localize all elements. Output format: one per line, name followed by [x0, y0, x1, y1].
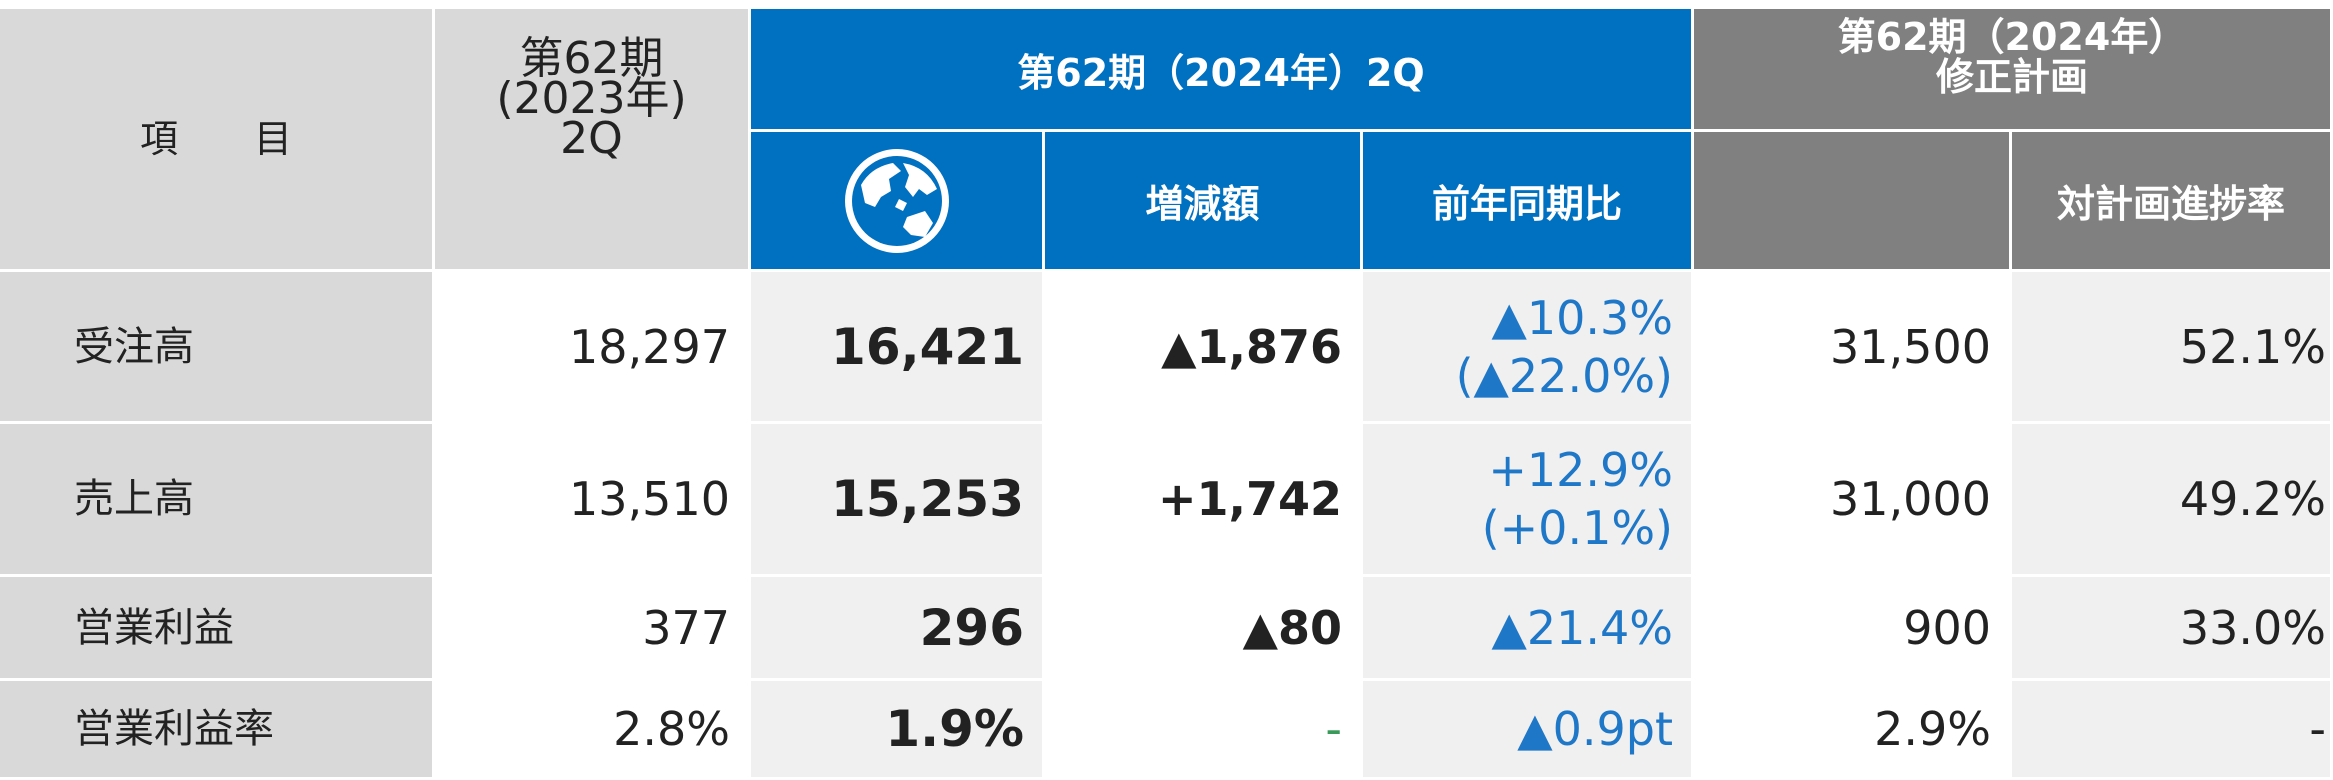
cell-text: (+0.1%) — [1481, 501, 1673, 555]
header-text: 第62期（2024年） — [1837, 15, 2187, 59]
header-plan-blank — [1694, 132, 2012, 272]
cell-yoy: ▲10.3% (▲22.0%) — [1363, 272, 1694, 424]
cell-item: 受注高 — [0, 272, 435, 424]
cell-current: 16,421 — [751, 272, 1045, 424]
cell-progress: - — [2012, 681, 2333, 780]
cell-text: 15,253 — [831, 470, 1024, 528]
cell-text: 900 — [1903, 600, 1991, 655]
cell-text: 16,421 — [831, 317, 1024, 376]
cell-text: 377 — [642, 600, 730, 655]
cell-yoy: +12.9% (+0.1%) — [1363, 424, 1694, 577]
header-text: 対計画進捗率 — [2056, 182, 2285, 226]
cell-text: - — [1325, 702, 1342, 756]
cell-text: 2.8% — [613, 702, 730, 756]
cell-text: 売上高 — [74, 476, 194, 522]
cell-text: ▲21.4% — [1491, 600, 1673, 655]
cell-change: ▲80 — [1045, 577, 1363, 681]
header-prev: 第62期 (2023年) 2Q — [435, 9, 751, 272]
header-text: 増減額 — [1145, 182, 1260, 226]
cell-item: 営業利益率 — [0, 681, 435, 780]
cell-text: ▲10.3% — [1491, 290, 1673, 345]
cell-change: - — [1045, 681, 1363, 780]
cell-progress: 52.1% — [2012, 272, 2333, 424]
header-item: 項 目 — [0, 9, 435, 272]
cell-plan: 2.9% — [1694, 681, 2012, 780]
header-current: 第62期（2024年）2Q — [751, 9, 1694, 132]
cell-text: 18,297 — [569, 319, 730, 374]
cell-text: 49.2% — [2179, 472, 2326, 526]
cell-prev: 2.8% — [435, 681, 751, 780]
cell-text: 営業利益率 — [74, 706, 274, 752]
cell-text: (▲22.0%) — [1455, 348, 1673, 403]
cell-prev: 377 — [435, 577, 751, 681]
cell-text: ▲1,876 — [1161, 319, 1342, 374]
cell-progress: 33.0% — [2012, 577, 2333, 681]
cell-text: ▲0.9pt — [1517, 702, 1673, 756]
cell-text: 31,500 — [1830, 319, 1991, 374]
cell-text: 33.0% — [2179, 600, 2326, 655]
header-text: 項 目 — [139, 117, 292, 161]
header-progress: 対計画進捗率 — [2012, 132, 2333, 272]
cell-current: 15,253 — [751, 424, 1045, 577]
cell-text: 受注高 — [74, 323, 194, 370]
cell-yoy: ▲21.4% — [1363, 577, 1694, 681]
header-text: 第62期（2024年）2Q — [1017, 50, 1425, 95]
cell-text: +12.9% — [1488, 443, 1673, 497]
cell-text: - — [2309, 702, 2326, 756]
divider — [2012, 129, 2333, 132]
cell-text: 2.9% — [1874, 702, 1991, 756]
cell-text: 296 — [919, 598, 1024, 657]
header-text: 修正計画 — [1935, 55, 2088, 99]
cell-text: +1,742 — [1157, 472, 1342, 526]
cell-item: 売上高 — [0, 424, 435, 577]
header-text: 2Q — [560, 113, 623, 164]
cell-text: 営業利益 — [74, 604, 234, 651]
cell-text: 31,000 — [1830, 472, 1991, 526]
header-change: 増減額 — [1045, 132, 1363, 272]
cell-plan: 900 — [1694, 577, 2012, 681]
cell-text: ▲80 — [1242, 600, 1342, 655]
header-text: 第62期 — [519, 33, 664, 84]
header-text: 前年同期比 — [1431, 182, 1622, 226]
cell-prev: 13,510 — [435, 424, 751, 577]
cell-item: 営業利益 — [0, 577, 435, 681]
cell-text: 1.9% — [885, 700, 1024, 758]
header-yoy: 前年同期比 — [1363, 132, 1694, 272]
cell-text: 13,510 — [569, 472, 730, 526]
globe-icon — [844, 148, 949, 253]
header-globe — [751, 132, 1045, 272]
cell-current: 1.9% — [751, 681, 1045, 780]
cell-plan: 31,500 — [1694, 272, 2012, 424]
divider — [1045, 129, 1694, 132]
cell-change: +1,742 — [1045, 424, 1363, 577]
header-text: (2023年) — [496, 73, 687, 124]
cell-text: 52.1% — [2179, 319, 2326, 374]
cell-change: ▲1,876 — [1045, 272, 1363, 424]
cell-prev: 18,297 — [435, 272, 751, 424]
cell-yoy: ▲0.9pt — [1363, 681, 1694, 780]
cell-progress: 49.2% — [2012, 424, 2333, 577]
cell-plan: 31,000 — [1694, 424, 2012, 577]
header-plan: 第62期（2024年） 修正計画 — [1694, 9, 2333, 132]
cell-current: 296 — [751, 577, 1045, 681]
